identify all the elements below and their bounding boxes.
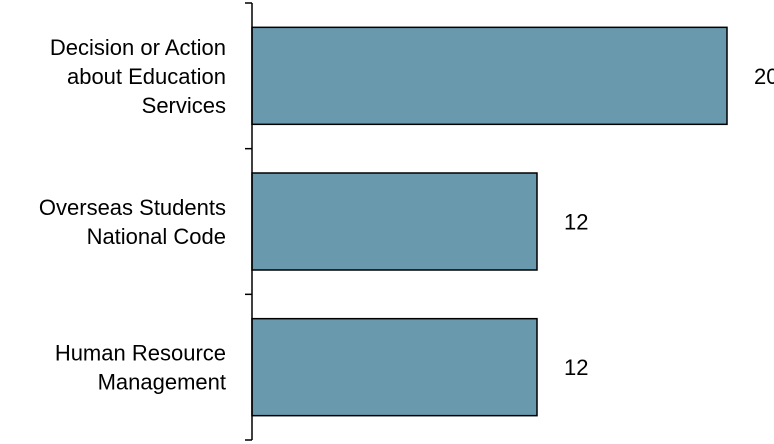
category-label-line: Management bbox=[98, 370, 226, 395]
bars bbox=[251, 26, 728, 417]
value-label: 12 bbox=[564, 355, 588, 380]
category-labels: Decision or Action about Education Service… bbox=[39, 35, 226, 395]
value-labels: 20 12 12 bbox=[564, 64, 774, 380]
category-label: Overseas Students National Code bbox=[39, 195, 226, 249]
axis-ticks bbox=[245, 2, 252, 441]
value-label: 20 bbox=[754, 64, 774, 89]
value-label: 12 bbox=[564, 210, 588, 235]
category-label-line: National Code bbox=[87, 224, 226, 249]
category-label-line: Overseas Students bbox=[39, 195, 226, 220]
category-label-line: about Education bbox=[67, 64, 226, 89]
bar bbox=[251, 172, 538, 271]
category-label-line: Decision or Action bbox=[50, 35, 226, 60]
bar bbox=[251, 317, 538, 417]
category-label-line: Services bbox=[142, 93, 226, 118]
category-label: Decision or Action about Education Service… bbox=[50, 35, 226, 118]
bar bbox=[251, 26, 728, 126]
category-label: Human Resource Management bbox=[55, 341, 226, 395]
category-label-line: Human Resource bbox=[55, 341, 226, 366]
